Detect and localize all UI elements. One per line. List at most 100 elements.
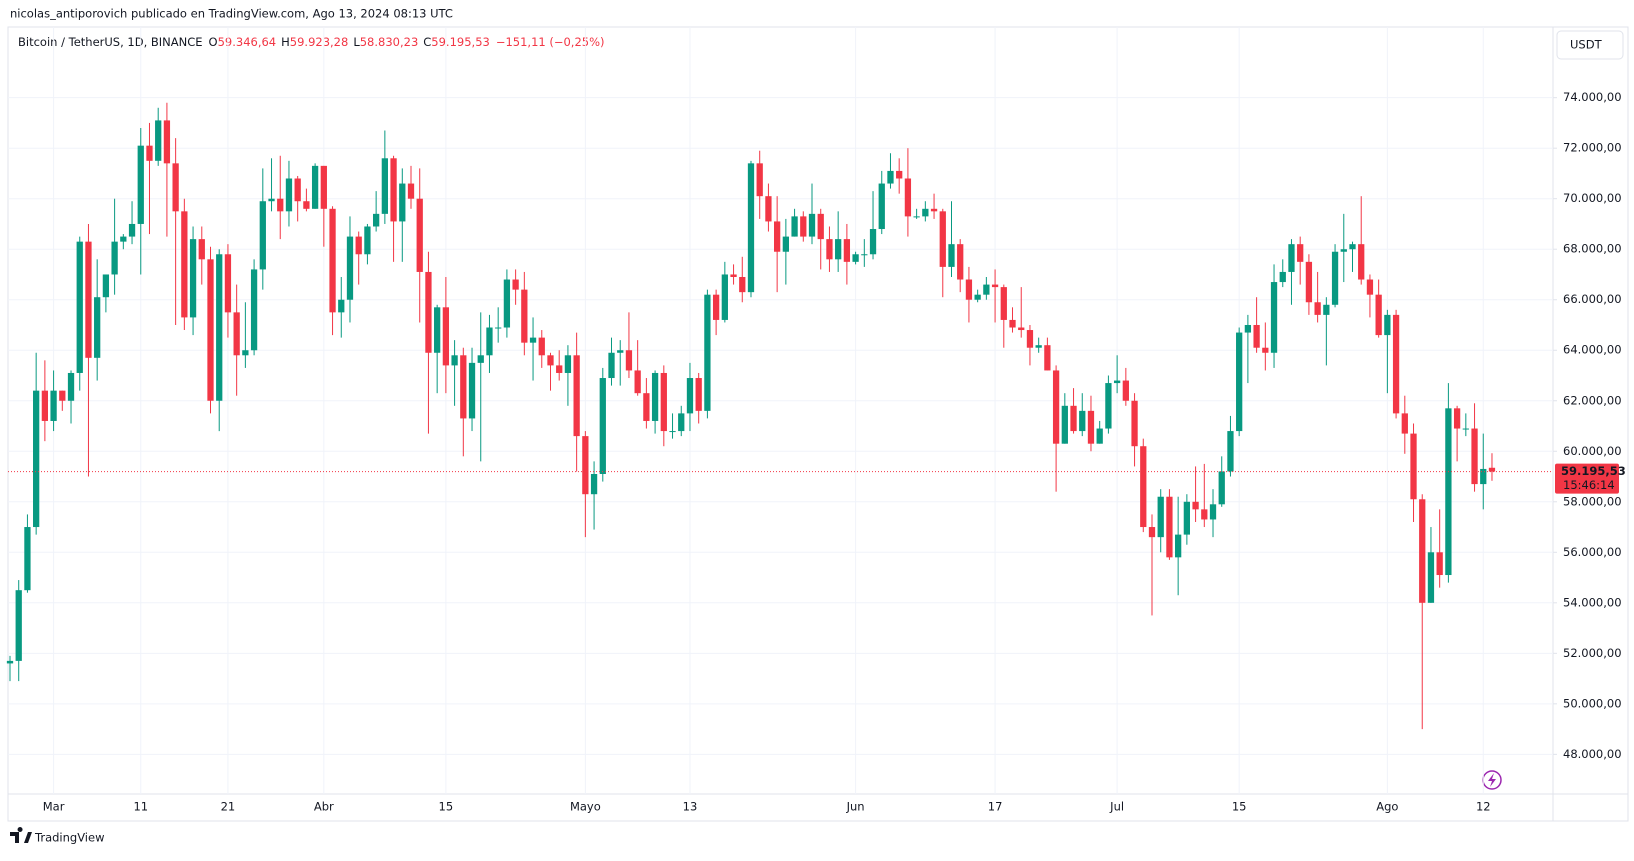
candle-body <box>1427 552 1435 603</box>
candle-body <box>33 390 40 528</box>
candle-body <box>1000 287 1007 320</box>
legend-value: 59.195,53 <box>431 35 490 49</box>
candle-body <box>843 239 851 262</box>
candle-body <box>1488 467 1496 472</box>
legend-field: H <box>281 35 290 49</box>
symbol-legend: Bitcoin / TetherUS, 1D, BINANCE O59.346,6… <box>18 35 605 49</box>
candle-body <box>1262 347 1269 353</box>
pane-border <box>7 26 1629 822</box>
candle-body <box>1244 324 1252 333</box>
candle-body <box>774 221 781 252</box>
candle-body <box>163 120 171 164</box>
candle-body <box>207 259 214 401</box>
y-tick-label: 60.000,00 <box>1563 444 1622 458</box>
candle-body <box>24 527 31 591</box>
brand-name: TradingView <box>34 831 104 845</box>
candle-body <box>416 198 423 272</box>
candle-body <box>1462 428 1469 430</box>
candle-body <box>887 170 894 184</box>
candle-body <box>747 163 755 293</box>
candle-body <box>355 236 362 255</box>
last-price-tag <box>1555 463 1619 494</box>
x-tick-label: 15 <box>1232 800 1247 814</box>
candle-body <box>120 236 127 242</box>
legend-value: 59.346,64 <box>218 35 277 49</box>
candle-body <box>1340 249 1347 252</box>
candle-body <box>869 229 877 255</box>
candle-body <box>111 241 118 275</box>
candle-body <box>817 213 824 240</box>
candle-body <box>1122 380 1129 401</box>
y-tick-label: 54.000,00 <box>1563 595 1622 609</box>
candle-body <box>94 297 101 358</box>
candle-body <box>608 352 615 379</box>
x-tick-label: Jun <box>846 800 865 814</box>
candle-body <box>495 327 502 329</box>
candle-body <box>547 355 554 366</box>
candle-body <box>756 163 763 197</box>
symbol-name: Bitcoin / TetherUS, 1D, BINANCE <box>18 35 203 49</box>
candle-body <box>364 226 371 255</box>
candle-body <box>320 165 327 209</box>
candle-body <box>50 390 57 421</box>
candle-body <box>695 378 702 411</box>
currency-label: USDT <box>1570 38 1603 52</box>
candle-body <box>503 279 511 328</box>
candle-body <box>67 372 75 401</box>
candle-body <box>1166 496 1173 558</box>
candle-body <box>407 183 415 199</box>
candle-body <box>346 236 354 300</box>
candle-body <box>224 254 232 313</box>
candle-body <box>399 183 406 222</box>
candle-body <box>1201 509 1208 520</box>
candle-body <box>329 208 336 313</box>
candle-body <box>625 350 633 371</box>
candle-body <box>922 208 929 217</box>
currency-button[interactable] <box>1556 30 1624 60</box>
y-tick-label: 72.000,00 <box>1563 141 1622 155</box>
candle-body <box>189 239 197 318</box>
candle-body <box>1331 251 1339 305</box>
candle-body <box>582 436 589 495</box>
y-tick-label: 50.000,00 <box>1563 696 1622 710</box>
x-tick-label: Ago <box>1376 800 1398 814</box>
candle-body <box>782 236 789 252</box>
candle-body <box>529 337 537 343</box>
candle-body <box>1471 428 1478 485</box>
candle-body <box>1131 400 1138 447</box>
candle-body <box>826 239 833 260</box>
x-tick-label: 13 <box>683 800 698 814</box>
candle-body <box>1113 380 1121 384</box>
candle-body <box>1035 345 1042 348</box>
candle-body <box>1070 405 1077 432</box>
candle-body <box>730 274 737 277</box>
candle-body <box>904 178 912 217</box>
candle-body <box>896 170 903 179</box>
grid <box>8 27 1553 794</box>
candle-body <box>878 183 885 230</box>
candle-body <box>521 289 528 343</box>
candle-body <box>1279 271 1286 283</box>
y-tick-label: 70.000,00 <box>1563 191 1622 205</box>
x-tick-label: 17 <box>988 800 1003 814</box>
legend-value: 59.923,28 <box>290 35 349 49</box>
candle-body <box>852 254 859 262</box>
brand-logo <box>10 827 32 843</box>
legend-value: 58.830,23 <box>360 35 419 49</box>
candle-body <box>102 274 110 298</box>
candle-body <box>791 216 798 237</box>
candle-body <box>451 355 458 366</box>
candle-body <box>1288 244 1295 272</box>
candle-body <box>1105 383 1112 429</box>
y-tick-label: 66.000,00 <box>1563 292 1622 306</box>
candle-body <box>1044 345 1051 371</box>
candle-body <box>1253 324 1260 348</box>
candle-body <box>1079 410 1086 432</box>
candle-body <box>486 327 493 356</box>
candle-body <box>181 211 188 318</box>
y-tick-label: 64.000,00 <box>1563 343 1622 357</box>
candle-body <box>617 350 624 353</box>
x-tick-label: Jul <box>1109 800 1124 814</box>
